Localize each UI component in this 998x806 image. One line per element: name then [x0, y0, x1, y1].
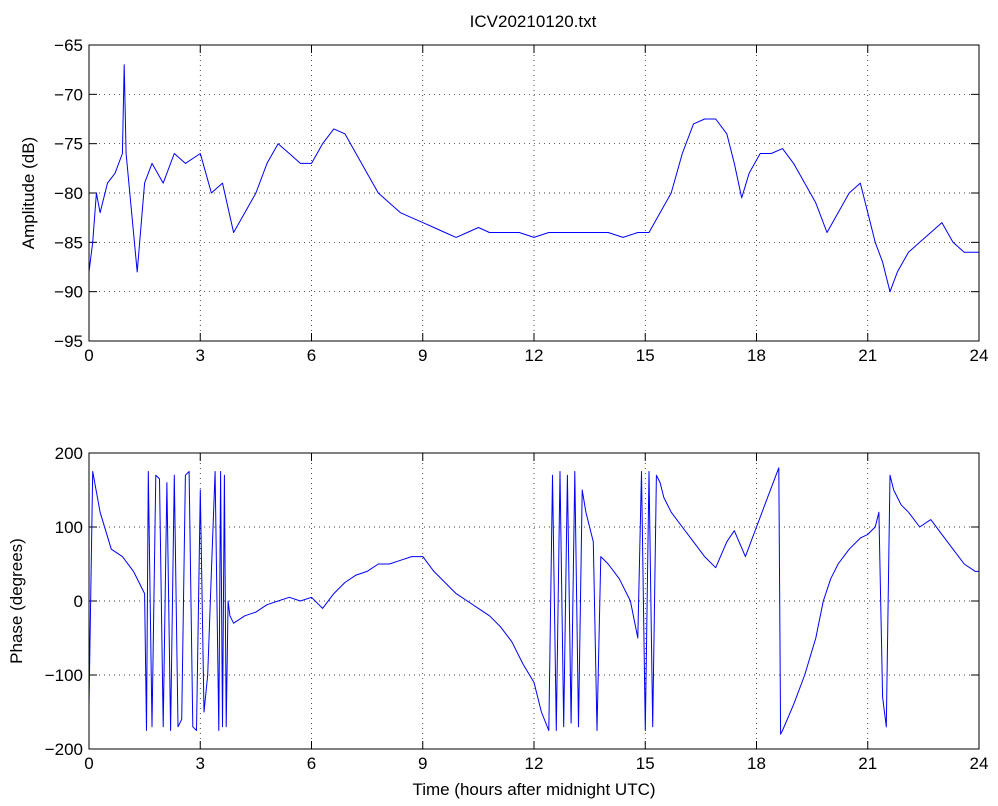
- phase-x-tick-label: 3: [196, 754, 205, 773]
- phase-x-tick-label: 12: [525, 754, 544, 773]
- amplitude-y-tick-label: −80: [54, 184, 83, 203]
- phase-x-axis-label: Time (hours after midnight UTC): [412, 780, 655, 799]
- phase-x-tick-label: 24: [970, 754, 989, 773]
- amplitude-y-axis-label: Amplitude (dB): [19, 137, 38, 249]
- amplitude-x-tick-label: 12: [525, 346, 544, 365]
- amplitude-x-tick-label: 15: [636, 346, 655, 365]
- amplitude-axes-frame: [88, 44, 980, 342]
- phase-grid: [89, 453, 979, 749]
- phase-x-tick-label: 15: [636, 754, 655, 773]
- phase-y-tick-label: 200: [55, 444, 83, 463]
- phase-x-tick-label: 6: [307, 754, 316, 773]
- phase-y-axis-label: Phase (degrees): [7, 538, 26, 664]
- phase-ticks: 0 3 6 9 12 15 18 21 24 −200 −100 0 100 200: [45, 444, 989, 773]
- phase-axes: 0 3 6 9 12 15 18 21 24 −200 −100 0 100 200 Phase (deg…: [7, 444, 988, 799]
- amplitude-y-tick-label: −95: [54, 332, 83, 351]
- phase-x-tick-label: 9: [418, 754, 427, 773]
- phase-x-tick-label: 0: [84, 754, 93, 773]
- amplitude-x-tick-label: 24: [970, 346, 989, 365]
- phase-y-tick-label: −200: [45, 740, 83, 759]
- amplitude-grid: [89, 45, 979, 341]
- phase-y-tick-label: −100: [45, 666, 83, 685]
- phase-y-tick-label: 100: [55, 518, 83, 537]
- amplitude-y-tick-label: −90: [54, 283, 83, 302]
- phase-y-tick-label: 0: [74, 592, 83, 611]
- amplitude-x-tick-label: 21: [858, 346, 877, 365]
- phase-axes-frame: [88, 452, 980, 750]
- amplitude-y-tick-label: −85: [54, 233, 83, 252]
- chart-title: ICV20210120.txt: [470, 12, 597, 31]
- amplitude-axes: 0 3 6 9 12 15 18 21 24 −95 −90 −85 −80 −75 −70 −65 Ampl…: [19, 36, 988, 365]
- amplitude-x-tick-label: 18: [747, 346, 766, 365]
- amplitude-y-tick-label: −65: [54, 36, 83, 55]
- amplitude-y-tick-label: −70: [54, 85, 83, 104]
- amplitude-x-tick-label: 3: [196, 346, 205, 365]
- phase-x-tick-label: 18: [747, 754, 766, 773]
- amplitude-series-line: [88, 64, 979, 293]
- phase-x-tick-label: 21: [858, 754, 877, 773]
- amplitude-x-tick-label: 9: [418, 346, 427, 365]
- amplitude-y-tick-label: −75: [54, 135, 83, 154]
- amplitude-x-tick-label: 0: [84, 346, 93, 365]
- amplitude-x-tick-label: 6: [307, 346, 316, 365]
- amplitude-ticks: 0 3 6 9 12 15 18 21 24 −95 −90 −85 −80 −75 −70 −65: [54, 36, 988, 365]
- phase-series-line: [88, 467, 979, 735]
